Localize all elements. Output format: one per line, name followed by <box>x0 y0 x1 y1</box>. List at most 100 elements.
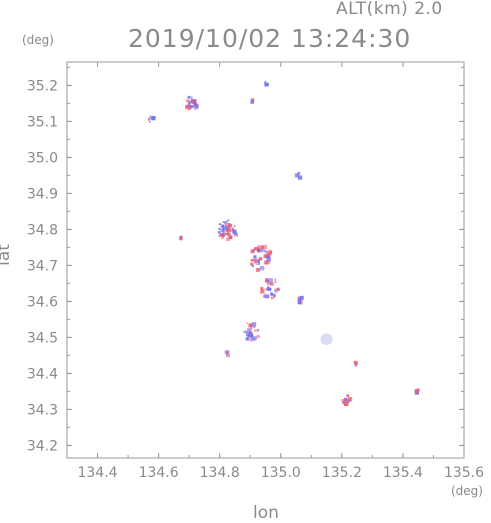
radar-echo-cell <box>353 360 358 365</box>
radar-echo-cell <box>263 293 266 295</box>
radar-echo-cell <box>220 228 224 233</box>
radar-echo-cell <box>249 324 253 328</box>
radar-echo-cell <box>250 98 255 102</box>
radar-echo-cell <box>220 233 225 238</box>
lon-tick-label: 134.6 <box>139 465 179 481</box>
radar-echo-cell <box>344 399 347 402</box>
radar-echo-cell <box>266 282 270 286</box>
radar-echo-cell <box>227 219 230 222</box>
radar-echo-cell <box>414 389 419 394</box>
radar-echo-cell <box>254 329 256 332</box>
radar-echo-cell <box>228 228 231 231</box>
radar-echo-cell <box>187 99 191 103</box>
radar-echo-cell <box>250 249 255 254</box>
radar-echo-cell <box>185 104 190 109</box>
radar-echo-cell <box>261 249 264 252</box>
radar-echo-cell <box>230 228 234 231</box>
radar-echo-cell <box>297 300 302 305</box>
radar-echo-cell <box>218 227 220 230</box>
radar-echo-cell <box>249 330 253 334</box>
lon-tick-label: 135.2 <box>322 465 362 481</box>
radar-echo-cell <box>221 237 223 240</box>
radar-echo-cell <box>187 95 191 98</box>
radar-echo-cell <box>222 220 225 223</box>
radar-echo-cell <box>341 398 346 403</box>
lon-tick-label: 134.4 <box>77 465 117 481</box>
radar-echo-cell <box>187 106 192 111</box>
radar-echo-cell <box>228 223 233 228</box>
radar-echo-cell <box>147 118 151 121</box>
radar-echo-cell <box>258 249 263 253</box>
radar-echo-cell <box>269 281 274 286</box>
radar-echo-cell <box>256 260 260 264</box>
radar-echo-cell <box>276 287 280 291</box>
radar-echo-cell <box>190 96 193 99</box>
radar-echo-cell <box>259 289 265 294</box>
radar-echo-cell <box>253 255 257 259</box>
lon-axis-title: lon <box>253 503 279 523</box>
radar-echo-cell <box>222 236 225 239</box>
radar-echo-cell <box>260 245 265 250</box>
radar-echo-cell <box>270 292 273 295</box>
radar-echo-cell <box>224 232 228 236</box>
radar-echo-cell <box>273 296 276 298</box>
radar-echo-cell <box>232 226 235 229</box>
radar-echo-cell <box>229 230 232 233</box>
radar-echo-cell <box>263 253 268 258</box>
radar-echo-cell <box>252 248 256 252</box>
radar-echo-cell <box>226 237 230 241</box>
radar-echo-cell <box>251 265 255 268</box>
echo-light-patch <box>320 333 333 345</box>
radar-echo-cell <box>243 331 245 333</box>
radar-echo-cell <box>257 245 262 250</box>
radar-echo-cell <box>227 233 231 237</box>
radar-echo-cell <box>149 115 153 120</box>
radar-echo-cell <box>194 103 199 108</box>
radar-echo-cell <box>269 278 273 282</box>
radar-echo-cell <box>218 235 221 237</box>
lon-unit-label: (deg) <box>451 484 483 498</box>
radar-echo-cell <box>250 258 254 262</box>
radar-echo-cell <box>266 256 271 262</box>
radar-echo-cell <box>151 116 156 121</box>
radar-echo-cell <box>270 296 274 300</box>
radar-echo-cell <box>267 261 271 265</box>
radar-echo-cell <box>250 250 253 253</box>
radar-echo-cell <box>260 287 264 290</box>
radar-echo-cell <box>414 389 417 392</box>
lat-tick-label: 34.9 <box>27 186 58 202</box>
radar-echo-cell <box>265 294 270 299</box>
radar-echo-cell <box>192 105 194 108</box>
radar-echo-cell <box>274 288 278 293</box>
radar-echo-cell <box>245 337 249 341</box>
radar-echo-cell <box>257 250 260 253</box>
plot-frame <box>66 61 465 459</box>
plot-border <box>66 61 465 459</box>
radar-echo-cell <box>346 394 350 398</box>
radar-echo-cell <box>297 297 301 301</box>
radar-echo-cell <box>250 323 253 326</box>
radar-echo-cell <box>185 99 189 102</box>
radar-echo-cell <box>248 333 254 338</box>
radar-echo-cell <box>229 235 233 239</box>
radar-echo-cell <box>297 175 303 180</box>
lon-tick-label: 135.0 <box>261 465 301 481</box>
lon-tick-label: 134.8 <box>200 465 240 481</box>
radar-echo-cell <box>218 223 221 226</box>
radar-echo-cell <box>265 82 269 87</box>
radar-echo-cell <box>264 80 267 83</box>
radar-echo-cell <box>251 322 257 327</box>
radar-echo-cell <box>226 225 231 230</box>
timestamp-title: 2019/10/02 13:24:30 <box>128 24 412 53</box>
radar-echo-layer <box>147 80 420 407</box>
lat-unit-label: (deg) <box>22 33 54 47</box>
radar-echo-cell <box>342 401 346 405</box>
radar-echo-cell <box>222 225 227 231</box>
radar-echo-cell <box>265 288 268 291</box>
lat-tick-label: 35.2 <box>27 78 58 94</box>
radar-echo-cell <box>297 171 301 175</box>
radar-echo-cell <box>227 231 230 234</box>
radar-echo-cell <box>180 235 183 238</box>
radar-echo-cell <box>258 257 263 261</box>
